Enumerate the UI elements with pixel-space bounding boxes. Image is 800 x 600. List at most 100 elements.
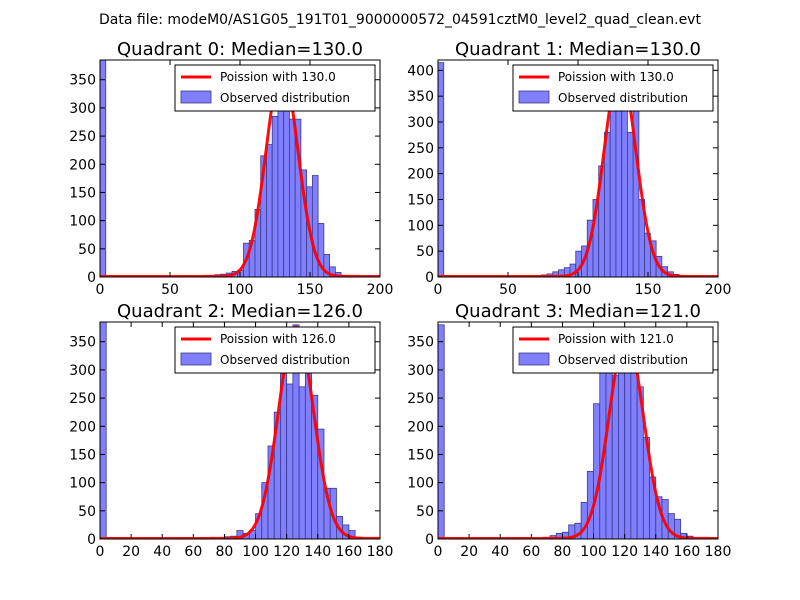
- histogram-bar: [580, 501, 588, 539]
- histogram-bar: [621, 106, 628, 277]
- y-tick-label: 100: [69, 214, 96, 230]
- figure-suptitle: Data file: modeM0/AS1G05_191T01_90000005…: [99, 12, 701, 28]
- histogram-bar: [624, 344, 632, 539]
- legend-hist-label: Observed distribution: [558, 353, 688, 367]
- legend: Poission with 121.0 Observed distribution: [512, 326, 714, 374]
- quadrant-0-panel: 0 50 100 150 200 0 50 100 150 200 250 300 350 Quadran…: [69, 39, 393, 298]
- y-tick-label: 100: [407, 218, 434, 234]
- x-tick-label: 200: [705, 282, 732, 298]
- legend-line-label: Poission with 130.0: [558, 70, 674, 84]
- legend-hist-swatch: [180, 352, 212, 366]
- y-tick-label: 0: [425, 532, 434, 548]
- axes-frame: [437, 321, 719, 540]
- panel-title: Quadrant 3: Median=121.0: [455, 301, 701, 322]
- y-tick-label: 50: [416, 244, 434, 260]
- y-tick-label: 200: [69, 157, 96, 173]
- y-tick-label: 200: [407, 167, 434, 183]
- x-tick-label: 40: [491, 544, 509, 560]
- histogram-bar: [611, 375, 619, 539]
- x-tick-label: 160: [336, 544, 363, 560]
- poisson-curve: [100, 325, 380, 539]
- legend: Poission with 126.0 Observed distribution: [174, 326, 376, 374]
- y-tick-label: 150: [407, 447, 434, 463]
- y-tick-label: 200: [407, 419, 434, 435]
- histogram-bar: [277, 82, 285, 277]
- poisson-curve: [438, 68, 718, 277]
- legend-hist-swatch: [180, 90, 212, 104]
- poisson-curve: [438, 333, 718, 539]
- x-tick-label: 60: [522, 544, 540, 560]
- legend-line-label: Poission with 130.0: [220, 70, 336, 84]
- panel-title: Quadrant 0: Median=130.0: [117, 39, 363, 60]
- histogram-bar: [298, 386, 306, 539]
- legend-hist-swatch: [518, 90, 550, 104]
- x-tick-label: 100: [580, 544, 607, 560]
- histogram-bar: [283, 82, 290, 277]
- histogram-bar: [100, 60, 107, 277]
- histogram-bar: [627, 131, 634, 277]
- histogram-bar: [604, 131, 611, 277]
- y-tick-label: 250: [407, 391, 434, 407]
- x-tick-label: 180: [367, 544, 394, 560]
- quadrant-3-panel: 0 20 40 60 80 100 120 140 160 1800501001502002503…: [407, 301, 731, 560]
- histogram-bar: [266, 144, 273, 277]
- x-tick-label: 100: [227, 282, 254, 298]
- histogram-bar: [317, 223, 325, 277]
- quadrant-1-panel: 0 50 100 150 200 0 50 100 150 200 250 300 350 400 Quad…: [407, 39, 731, 298]
- x-tick-label: 20: [460, 544, 478, 560]
- y-tick-label: 350: [69, 335, 96, 351]
- x-tick-label: 80: [216, 544, 234, 560]
- panel-title: Quadrant 2: Median=126.0: [117, 301, 363, 322]
- y-tick-label: 400: [407, 63, 434, 79]
- x-tick-label: 140: [304, 544, 331, 560]
- y-tick-label: 300: [69, 101, 96, 117]
- y-tick-label: 150: [69, 447, 96, 463]
- panel-title: Quadrant 1: Median=130.0: [455, 39, 701, 60]
- y-tick-label: 0: [87, 532, 96, 548]
- x-tick-label: 60: [184, 544, 202, 560]
- poisson-curve: [100, 67, 380, 277]
- axes-frame: [99, 321, 381, 540]
- x-tick-label: 100: [242, 544, 269, 560]
- x-tick-label: 50: [499, 282, 517, 298]
- plot-area: [100, 322, 380, 539]
- x-tick-label: 40: [153, 544, 171, 560]
- histogram-bar: [329, 266, 336, 277]
- y-tick-label: 100: [69, 476, 96, 492]
- x-tick-label: 120: [611, 544, 638, 560]
- x-tick-label: 200: [367, 282, 394, 298]
- y-tick-label: 300: [407, 115, 434, 131]
- histogram-bar: [605, 352, 613, 539]
- x-tick-label: 140: [642, 544, 669, 560]
- x-tick-label: 180: [705, 544, 732, 560]
- histogram-bar: [286, 383, 294, 539]
- y-tick-label: 300: [69, 363, 96, 379]
- y-tick-label: 250: [69, 391, 96, 407]
- histogram-bar: [289, 118, 296, 277]
- y-tick-label: 350: [407, 335, 434, 351]
- histogram-bar: [271, 115, 279, 277]
- y-tick-label: 250: [69, 129, 96, 145]
- y-tick-label: 100: [407, 476, 434, 492]
- x-tick-label: 160: [674, 544, 701, 560]
- legend: Poission with 130.0 Observed distribution: [512, 64, 714, 112]
- y-tick-label: 150: [69, 185, 96, 201]
- histogram-bar: [438, 324, 445, 539]
- x-tick-label: 0: [96, 282, 105, 298]
- x-tick-label: 0: [96, 544, 105, 560]
- plot-area: [438, 62, 718, 277]
- y-tick-label: 50: [78, 504, 96, 520]
- legend: Poission with 130.0 Observed distribution: [174, 64, 376, 112]
- legend-line-label: Poission with 126.0: [220, 332, 336, 346]
- legend-hist-swatch: [518, 352, 550, 366]
- y-tick-label: 350: [69, 73, 96, 89]
- x-tick-label: 20: [122, 544, 140, 560]
- x-tick-label: 150: [635, 282, 662, 298]
- y-tick-label: 50: [416, 504, 434, 520]
- y-tick-label: 50: [78, 242, 96, 258]
- x-tick-label: 80: [554, 544, 572, 560]
- legend-line-label: Poission with 121.0: [558, 332, 674, 346]
- y-tick-label: 0: [87, 270, 96, 286]
- histogram-bar: [609, 106, 617, 277]
- x-tick-label: 50: [161, 282, 179, 298]
